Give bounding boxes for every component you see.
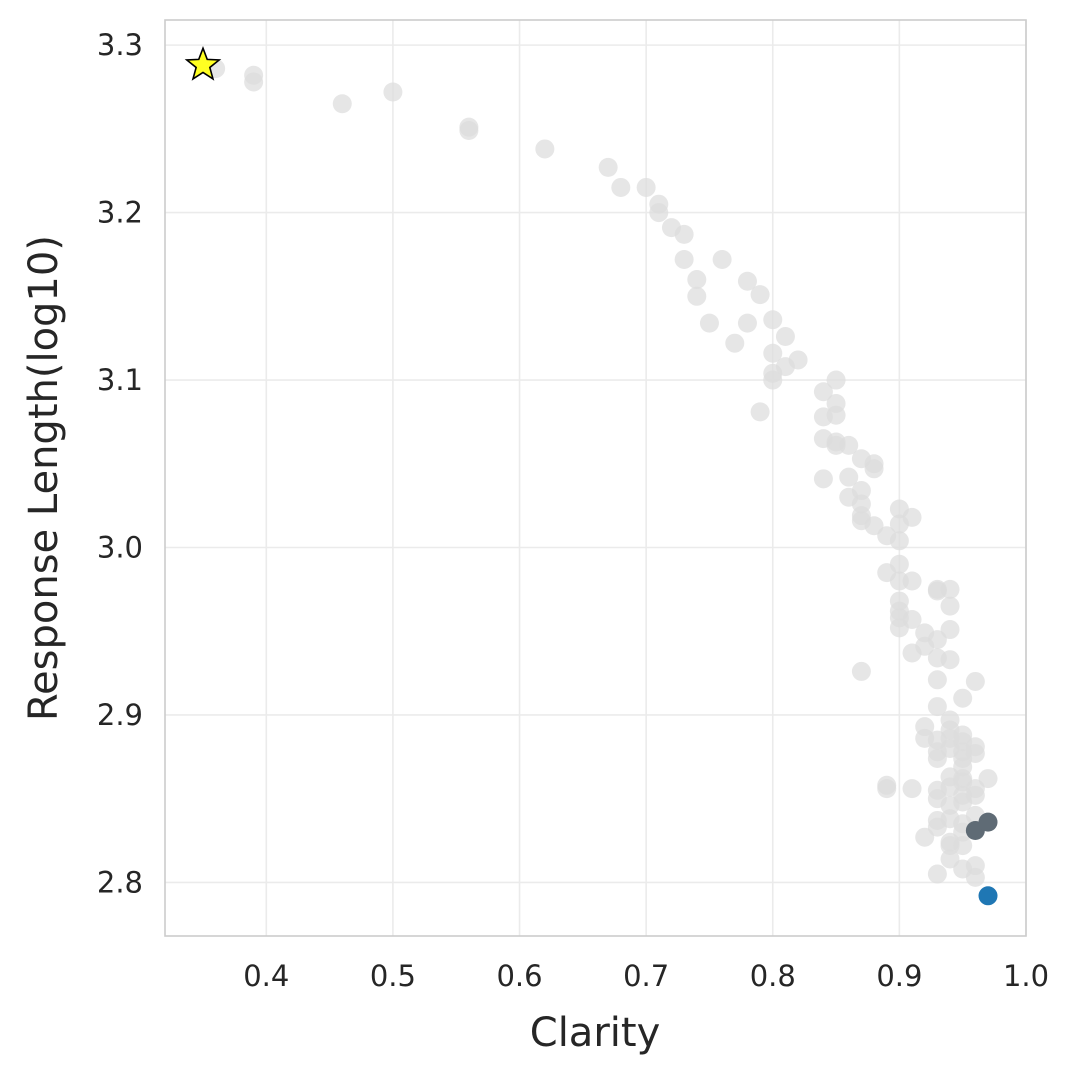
y-tick-label: 2.8	[97, 865, 143, 899]
grid	[165, 20, 1027, 936]
x-axis-label: Clarity	[530, 1010, 660, 1056]
background-point	[902, 610, 922, 630]
background-point	[940, 620, 960, 640]
background-point	[459, 121, 479, 141]
y-axis-ticks: 2.8 2.9 3.0 3.1 3.2 3.3	[97, 28, 143, 899]
background-point	[332, 94, 352, 114]
background-point	[611, 177, 631, 197]
background-point	[763, 310, 783, 330]
plot-frame	[164, 19, 1027, 937]
background-point	[839, 435, 859, 455]
background-point	[788, 350, 808, 370]
background-point	[902, 571, 922, 591]
background-point	[750, 402, 770, 422]
y-tick-label: 3.3	[97, 28, 143, 62]
background-point	[902, 779, 922, 799]
background-point	[725, 333, 745, 353]
background-point	[839, 467, 859, 487]
background-point	[953, 836, 973, 856]
background-point	[889, 554, 909, 574]
background-point	[978, 769, 998, 789]
background-point	[674, 224, 694, 244]
background-point	[598, 157, 618, 177]
background-point	[763, 343, 783, 363]
x-axis-ticks: 0.4 0.5 0.6 0.7 0.8 0.9 1.0	[243, 959, 1049, 993]
background-point	[915, 827, 935, 847]
background-point	[649, 203, 669, 223]
background-point	[763, 370, 783, 390]
y-axis-label: Response Length(log10)	[21, 235, 67, 721]
background-point	[636, 177, 656, 197]
x-tick-label: 0.7	[623, 959, 669, 993]
y-tick-label: 3.0	[97, 530, 143, 564]
background-point	[687, 286, 707, 306]
background-point	[737, 271, 757, 291]
background-point	[965, 671, 985, 691]
background-point	[750, 285, 770, 305]
y-tick-label: 3.2	[97, 196, 143, 230]
background-point	[813, 382, 833, 402]
background-point	[940, 650, 960, 670]
background-point	[927, 630, 947, 650]
x-tick-label: 0.4	[243, 959, 289, 993]
background-point	[826, 405, 846, 425]
background-point	[535, 139, 555, 159]
background-point	[851, 481, 871, 501]
background-point	[940, 849, 960, 869]
background-point	[965, 785, 985, 805]
background-point	[940, 596, 960, 616]
background-point	[953, 688, 973, 708]
background-point	[927, 864, 947, 884]
background-point	[927, 697, 947, 717]
background-point	[699, 313, 719, 333]
x-tick-label: 0.9	[876, 959, 922, 993]
x-tick-label: 1.0	[1003, 959, 1049, 993]
y-tick-label: 3.1	[97, 363, 143, 397]
x-tick-label: 0.5	[370, 959, 416, 993]
background-point	[826, 370, 846, 390]
background-point	[927, 670, 947, 690]
highlight-point-blue	[978, 886, 998, 906]
background-point	[902, 507, 922, 527]
background-point	[383, 82, 403, 102]
background-point	[965, 743, 985, 763]
background-point	[940, 579, 960, 599]
y-tick-label: 2.9	[97, 698, 143, 732]
background-point	[674, 249, 694, 269]
background-point	[851, 661, 871, 681]
background-point	[864, 516, 884, 536]
x-tick-label: 0.8	[750, 959, 796, 993]
background-point	[864, 459, 884, 479]
background-point	[889, 531, 909, 551]
background-point	[775, 326, 795, 346]
star-marker	[184, 45, 222, 81]
background-point	[877, 779, 897, 799]
background-point	[813, 469, 833, 489]
background-point	[244, 72, 264, 92]
background-point	[927, 748, 947, 768]
background-point	[965, 867, 985, 887]
background-point	[712, 249, 732, 269]
background-point	[687, 270, 707, 290]
x-tick-label: 0.6	[496, 959, 542, 993]
background-point	[737, 313, 757, 333]
highlight-point-dark	[978, 812, 998, 832]
data-points	[184, 45, 998, 906]
